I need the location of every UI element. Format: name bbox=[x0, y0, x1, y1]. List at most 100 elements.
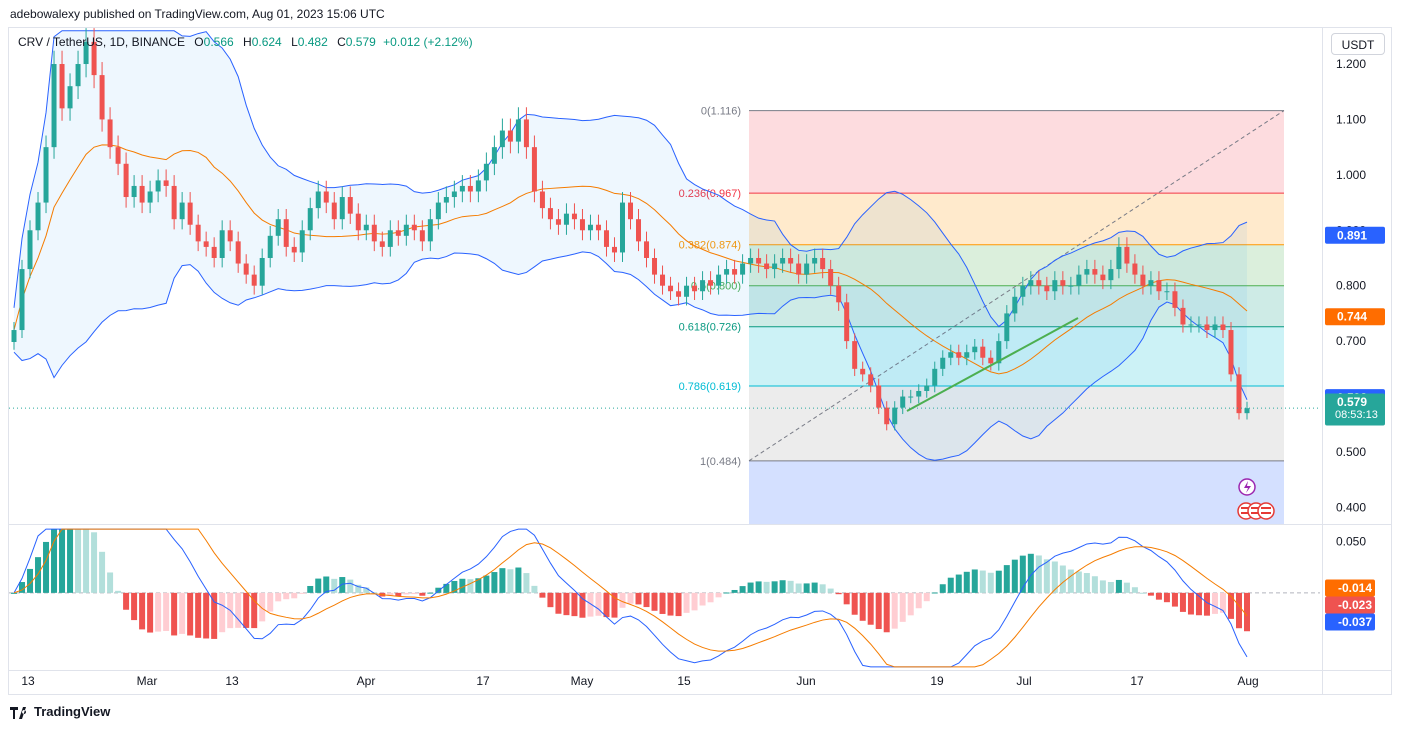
candle-body bbox=[980, 346, 986, 358]
candle-body bbox=[788, 257, 794, 264]
flag-stripe bbox=[1251, 507, 1261, 509]
candle-body bbox=[531, 147, 537, 192]
macd-histogram-bar bbox=[971, 569, 978, 593]
candle-body bbox=[732, 269, 738, 275]
macd-histogram-bar bbox=[291, 592, 298, 599]
candle-body bbox=[379, 241, 385, 247]
macd-histogram-bar bbox=[131, 592, 138, 621]
macd-histogram-bar bbox=[715, 592, 722, 598]
candle-body bbox=[587, 224, 593, 231]
macd-histogram-bar bbox=[531, 585, 538, 593]
macd-badge bbox=[1325, 596, 1375, 614]
macd-histogram-bar bbox=[235, 592, 242, 628]
candle-body bbox=[1060, 280, 1066, 286]
macd-histogram-bar bbox=[243, 592, 250, 628]
footer-brand: TradingView bbox=[10, 704, 110, 719]
macd-histogram-bar bbox=[867, 592, 874, 625]
macd-histogram-bar bbox=[51, 529, 58, 593]
macd-histogram-bar bbox=[251, 592, 258, 629]
candle-body bbox=[67, 86, 73, 109]
candle-body bbox=[323, 191, 329, 203]
macd-histogram-bar bbox=[843, 592, 850, 605]
candle-body bbox=[964, 352, 970, 358]
macd-histogram-bar bbox=[451, 580, 458, 593]
candle-body bbox=[307, 208, 313, 231]
candle-body bbox=[99, 75, 105, 120]
macd-histogram-bar bbox=[27, 568, 34, 593]
candle-body bbox=[1092, 269, 1098, 275]
candle-body bbox=[563, 213, 569, 225]
candle-body bbox=[147, 191, 153, 203]
macd-histogram-bar bbox=[211, 592, 218, 639]
candle-body bbox=[259, 257, 265, 286]
price-tick-label: 0.800 bbox=[1336, 279, 1366, 293]
candle-body bbox=[611, 246, 617, 253]
time-tick-label: 17 bbox=[1130, 674, 1144, 688]
macd-histogram-bar bbox=[859, 592, 866, 621]
price-tick-label: 0.500 bbox=[1336, 445, 1366, 459]
candle-body bbox=[371, 224, 377, 242]
candle-body bbox=[1028, 280, 1034, 286]
macd-histogram-bar bbox=[1163, 592, 1170, 603]
macd-histogram-bar bbox=[499, 568, 506, 593]
candle-body bbox=[243, 263, 249, 275]
fib-level-label: 0(1.116) bbox=[701, 106, 741, 118]
macd-histogram-bar bbox=[491, 572, 498, 593]
candle-body bbox=[804, 263, 810, 275]
candle-body bbox=[11, 330, 17, 343]
macd-histogram-bar bbox=[347, 579, 354, 593]
macd-histogram-bar bbox=[35, 557, 42, 593]
macd-histogram-bar bbox=[43, 541, 50, 593]
macd-histogram-bar bbox=[947, 577, 954, 593]
signal-line bbox=[13, 528, 1248, 668]
publish-info: adebowalexy published on TradingView.com… bbox=[10, 7, 385, 21]
candle-body bbox=[555, 219, 561, 225]
candle-body bbox=[860, 368, 866, 375]
candle-body bbox=[275, 219, 281, 236]
macd-histogram-bar bbox=[387, 592, 394, 596]
macd-histogram-bar bbox=[883, 592, 890, 633]
candle-body bbox=[1052, 280, 1058, 292]
macd-histogram-bar bbox=[563, 592, 570, 616]
currency-unit-button[interactable]: USDT bbox=[1331, 33, 1385, 55]
candle-body bbox=[219, 230, 225, 258]
candle-body bbox=[844, 302, 850, 342]
candle-body bbox=[1108, 269, 1114, 281]
candle-body bbox=[996, 341, 1002, 364]
candle-body bbox=[1004, 313, 1010, 342]
macd-histogram-bar bbox=[395, 592, 402, 597]
macd-histogram-bar bbox=[403, 592, 410, 595]
candle-body bbox=[740, 263, 746, 275]
macd-histogram-bar bbox=[107, 572, 114, 593]
fib-zone bbox=[749, 326, 1284, 387]
symbol-label[interactable]: CRV / TetherUS, 1D, BINANCE bbox=[18, 35, 185, 49]
macd-histogram-bar bbox=[675, 592, 682, 617]
price-tick-label: 1.100 bbox=[1336, 112, 1366, 126]
candle-body bbox=[700, 280, 706, 292]
macd-histogram-bar bbox=[1043, 559, 1050, 593]
macd-histogram-bar bbox=[539, 592, 546, 598]
candle-body bbox=[35, 202, 41, 231]
candle-body bbox=[59, 64, 65, 109]
candle-body bbox=[123, 163, 129, 198]
candle-body bbox=[1172, 291, 1178, 308]
macd-histogram-bar bbox=[91, 532, 98, 593]
candle-body bbox=[579, 219, 585, 231]
macd-histogram-bar bbox=[819, 584, 826, 593]
close-value: 0.579 bbox=[345, 35, 376, 49]
macd-histogram-bar bbox=[1075, 571, 1082, 593]
candle-body bbox=[539, 191, 545, 209]
candle-body bbox=[1084, 269, 1090, 275]
fib-level-label: 0.618(0.726) bbox=[679, 322, 741, 334]
macd-histogram-bar bbox=[707, 592, 714, 603]
macd-histogram-bar bbox=[795, 583, 802, 593]
candle-body bbox=[692, 285, 698, 292]
macd-histogram-bar bbox=[1027, 553, 1034, 593]
candle-body bbox=[451, 191, 457, 198]
macd-histogram-bar bbox=[19, 582, 26, 593]
candle-body bbox=[932, 368, 938, 386]
candle-body bbox=[972, 346, 978, 353]
candle-body bbox=[267, 235, 273, 258]
price-tick-label: 1.000 bbox=[1336, 168, 1366, 182]
